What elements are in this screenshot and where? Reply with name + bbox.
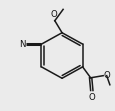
Text: O: O — [88, 93, 94, 102]
Text: O: O — [103, 70, 110, 79]
Text: O: O — [50, 10, 57, 19]
Text: N: N — [19, 40, 25, 49]
